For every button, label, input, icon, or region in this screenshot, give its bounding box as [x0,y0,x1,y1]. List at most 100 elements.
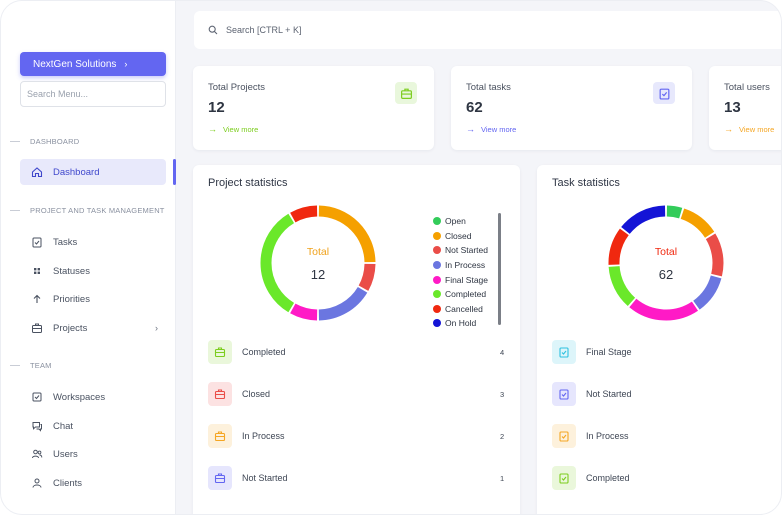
panel-title: Task statistics [552,177,620,189]
panel-title: Project statistics [208,177,288,189]
stat-card-projects: Total Projects 12 → View more [193,66,434,150]
section-label-project-task: PROJECT AND TASK MANAGEMENT [10,206,165,215]
project-statistics-panel: Project statistics Total 12 Open Closed No… [193,165,520,514]
donut-slice-on-hold[interactable] [621,205,666,235]
legend-scrollbar[interactable] [498,213,501,325]
task-donut-chart [608,205,724,321]
legend-item[interactable]: On Hold [433,316,488,331]
list-item-label: Closed [242,389,271,399]
donut-slice-not-started[interactable] [358,263,376,291]
home-icon [30,165,44,179]
briefcase-icon [208,424,232,448]
donut-slice-not-started[interactable] [705,233,724,277]
stat-card-tasks: Total tasks 62 → View more [451,66,692,150]
donut-slice-completed[interactable] [260,213,295,313]
legend-label: Completed [445,289,487,300]
list-item-label: Not Started [586,389,632,399]
arrow-up-icon [30,292,44,306]
arrow-right-icon: → [466,124,475,134]
global-search-bar[interactable]: Search [CTRL + K] [194,11,781,49]
sidebar-item-projects[interactable]: Projects › [20,315,166,341]
sidebar-item-dashboard[interactable]: Dashboard [20,159,166,185]
company-switcher-button[interactable]: NextGen Solutions › [20,52,166,76]
sidebar-item-tasks[interactable]: Tasks [20,229,166,255]
list-item[interactable]: Completed [208,340,286,364]
donut-slice-in-process[interactable] [318,286,368,321]
list-item[interactable]: In Process [552,424,629,448]
legend-item[interactable]: Cancelled [433,302,488,317]
legend-label: Final Stage [445,274,488,285]
list-item-label: In Process [586,431,629,441]
donut-slice-in-process[interactable] [693,275,722,310]
legend-item[interactable]: Final Stage [433,272,488,287]
legend-marker [433,217,441,226]
sidebar: NextGen Solutions › Search Menu... DASHB… [1,1,176,514]
search-menu-placeholder: Search Menu... [27,89,89,99]
donut-slice-cancelled[interactable] [608,228,629,265]
list-item[interactable]: Closed [208,382,270,406]
list-item[interactable]: Not Started [552,382,632,406]
list-item[interactable]: Completed [552,466,630,490]
arrow-right-icon: → [724,124,733,134]
donut-slice-closed[interactable] [318,205,376,263]
list-item-label: Not Started [242,473,288,483]
legend-marker [433,290,441,299]
sidebar-item-label: Users [53,448,78,460]
briefcase-icon [208,340,232,364]
donut-total-label: Total [306,246,330,258]
sidebar-item-workspaces[interactable]: Workspaces [20,384,166,410]
list-item[interactable]: Final Stage [552,340,632,364]
briefcase-icon [30,321,44,335]
legend-item[interactable]: Completed [433,287,488,302]
list-item-count: 1 [500,474,505,483]
clipboard-check-icon [552,340,576,364]
briefcase-icon [395,82,417,104]
donut-total-value: 12 [310,267,326,282]
donut-slice-final-stage[interactable] [290,303,318,321]
legend-marker [433,304,441,313]
clipboard-check-icon [653,82,675,104]
search-menu-input[interactable]: Search Menu... [20,81,166,107]
list-item-label: In Process [242,431,285,441]
legend-label: Closed [445,230,472,241]
briefcase-icon [208,466,232,490]
chevron-right-icon: › [155,323,158,333]
sidebar-item-statuses[interactable]: Statuses [20,258,166,284]
list-item-count: 3 [500,390,505,399]
sidebar-item-users[interactable]: Users [20,441,166,467]
company-name: NextGen Solutions [33,58,117,70]
sidebar-item-label: Projects [53,322,88,334]
sidebar-item-chat[interactable]: Chat [20,413,166,439]
section-label-team: TEAM [10,361,52,370]
donut-total-label: Total [654,246,678,258]
donut-slice-open[interactable] [666,205,683,219]
stat-title: Total tasks [466,82,511,93]
donut-slice-final-stage[interactable] [629,298,699,321]
grid-dots-icon [30,264,44,278]
sidebar-item-label: Workspaces [53,391,106,403]
legend-item[interactable]: Closed [433,229,488,244]
legend-item[interactable]: Open [433,214,488,229]
legend-item[interactable]: In Process [433,258,488,273]
legend-item[interactable]: Not Started [433,243,488,258]
list-item[interactable]: Not Started [208,466,288,490]
sidebar-item-label: Priorities [53,293,90,305]
stat-card-users: Total users 13 → View more [709,66,781,150]
donut-slice-cancelled[interactable] [290,205,318,223]
list-item[interactable]: In Process [208,424,285,448]
legend-label: On Hold [445,318,477,329]
list-item-label: Completed [242,347,286,357]
sidebar-item-clients[interactable]: Clients [20,470,166,496]
view-more-link[interactable]: → View more [208,124,259,134]
view-more-link[interactable]: → View more [724,124,775,134]
view-more-link[interactable]: → View more [466,124,517,134]
clipboard-check-icon [30,235,44,249]
stat-value: 12 [208,99,225,116]
clipboard-check-icon [552,424,576,448]
donut-slice-closed[interactable] [680,208,715,238]
sidebar-item-priorities[interactable]: Priorities [20,286,166,312]
project-donut-chart [260,205,376,321]
donut-slice-completed[interactable] [608,265,636,306]
legend-label: Not Started [445,245,488,256]
